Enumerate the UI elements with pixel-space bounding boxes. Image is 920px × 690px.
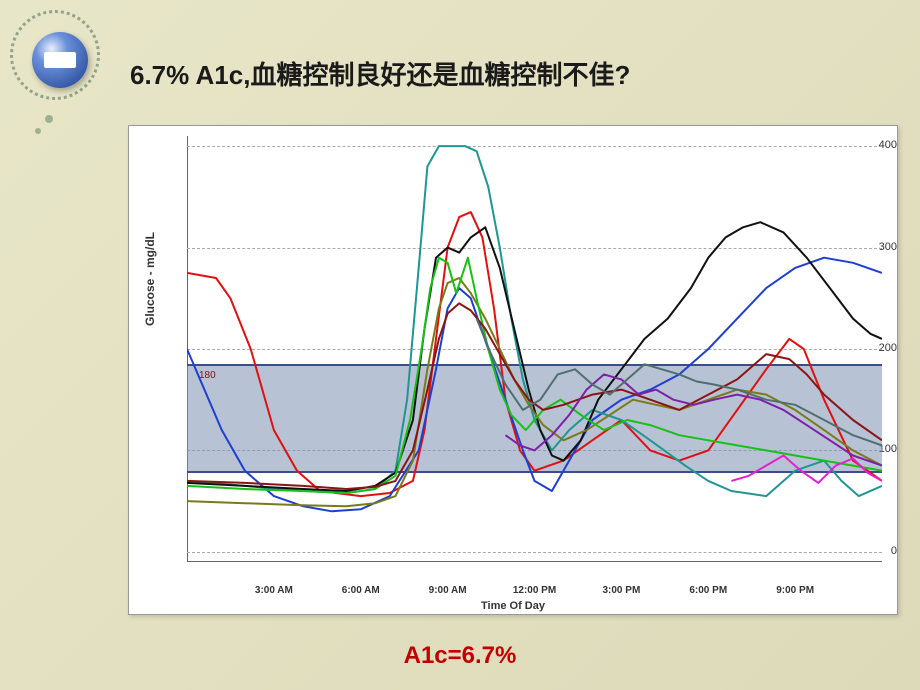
x-tick: 9:00 AM — [429, 585, 467, 596]
x-tick: 6:00 AM — [342, 585, 380, 596]
puzzle-icon — [44, 52, 76, 68]
a1c-value-label: A1c=6.7% — [404, 642, 517, 670]
plot-area: 180 — [187, 136, 882, 574]
x-tick: 3:00 PM — [602, 585, 640, 596]
series-red — [187, 212, 882, 496]
x-axis-label: Time Of Day — [481, 600, 545, 612]
decor-globe-icon — [32, 32, 88, 88]
slide-decor — [10, 10, 120, 120]
series-blue — [187, 258, 882, 512]
line-series — [187, 136, 882, 562]
decor-dot — [45, 115, 53, 123]
x-tick: 9:00 PM — [776, 585, 814, 596]
series-olive — [187, 278, 882, 506]
x-tick: 3:00 AM — [255, 585, 293, 596]
x-tick: 6:00 PM — [689, 585, 727, 596]
decor-dot — [35, 128, 41, 134]
series-magenta — [731, 456, 882, 483]
y-axis-label: Glucose - mg/dL — [143, 232, 157, 326]
series-teal — [187, 146, 882, 496]
x-tick: 12:00 PM — [513, 585, 556, 596]
slide-title: 6.7% A1c,血糖控制良好还是血糖控制不佳? — [130, 55, 630, 92]
glucose-chart: Glucose - mg/dL 0100200300400 180 Time O… — [128, 125, 898, 615]
